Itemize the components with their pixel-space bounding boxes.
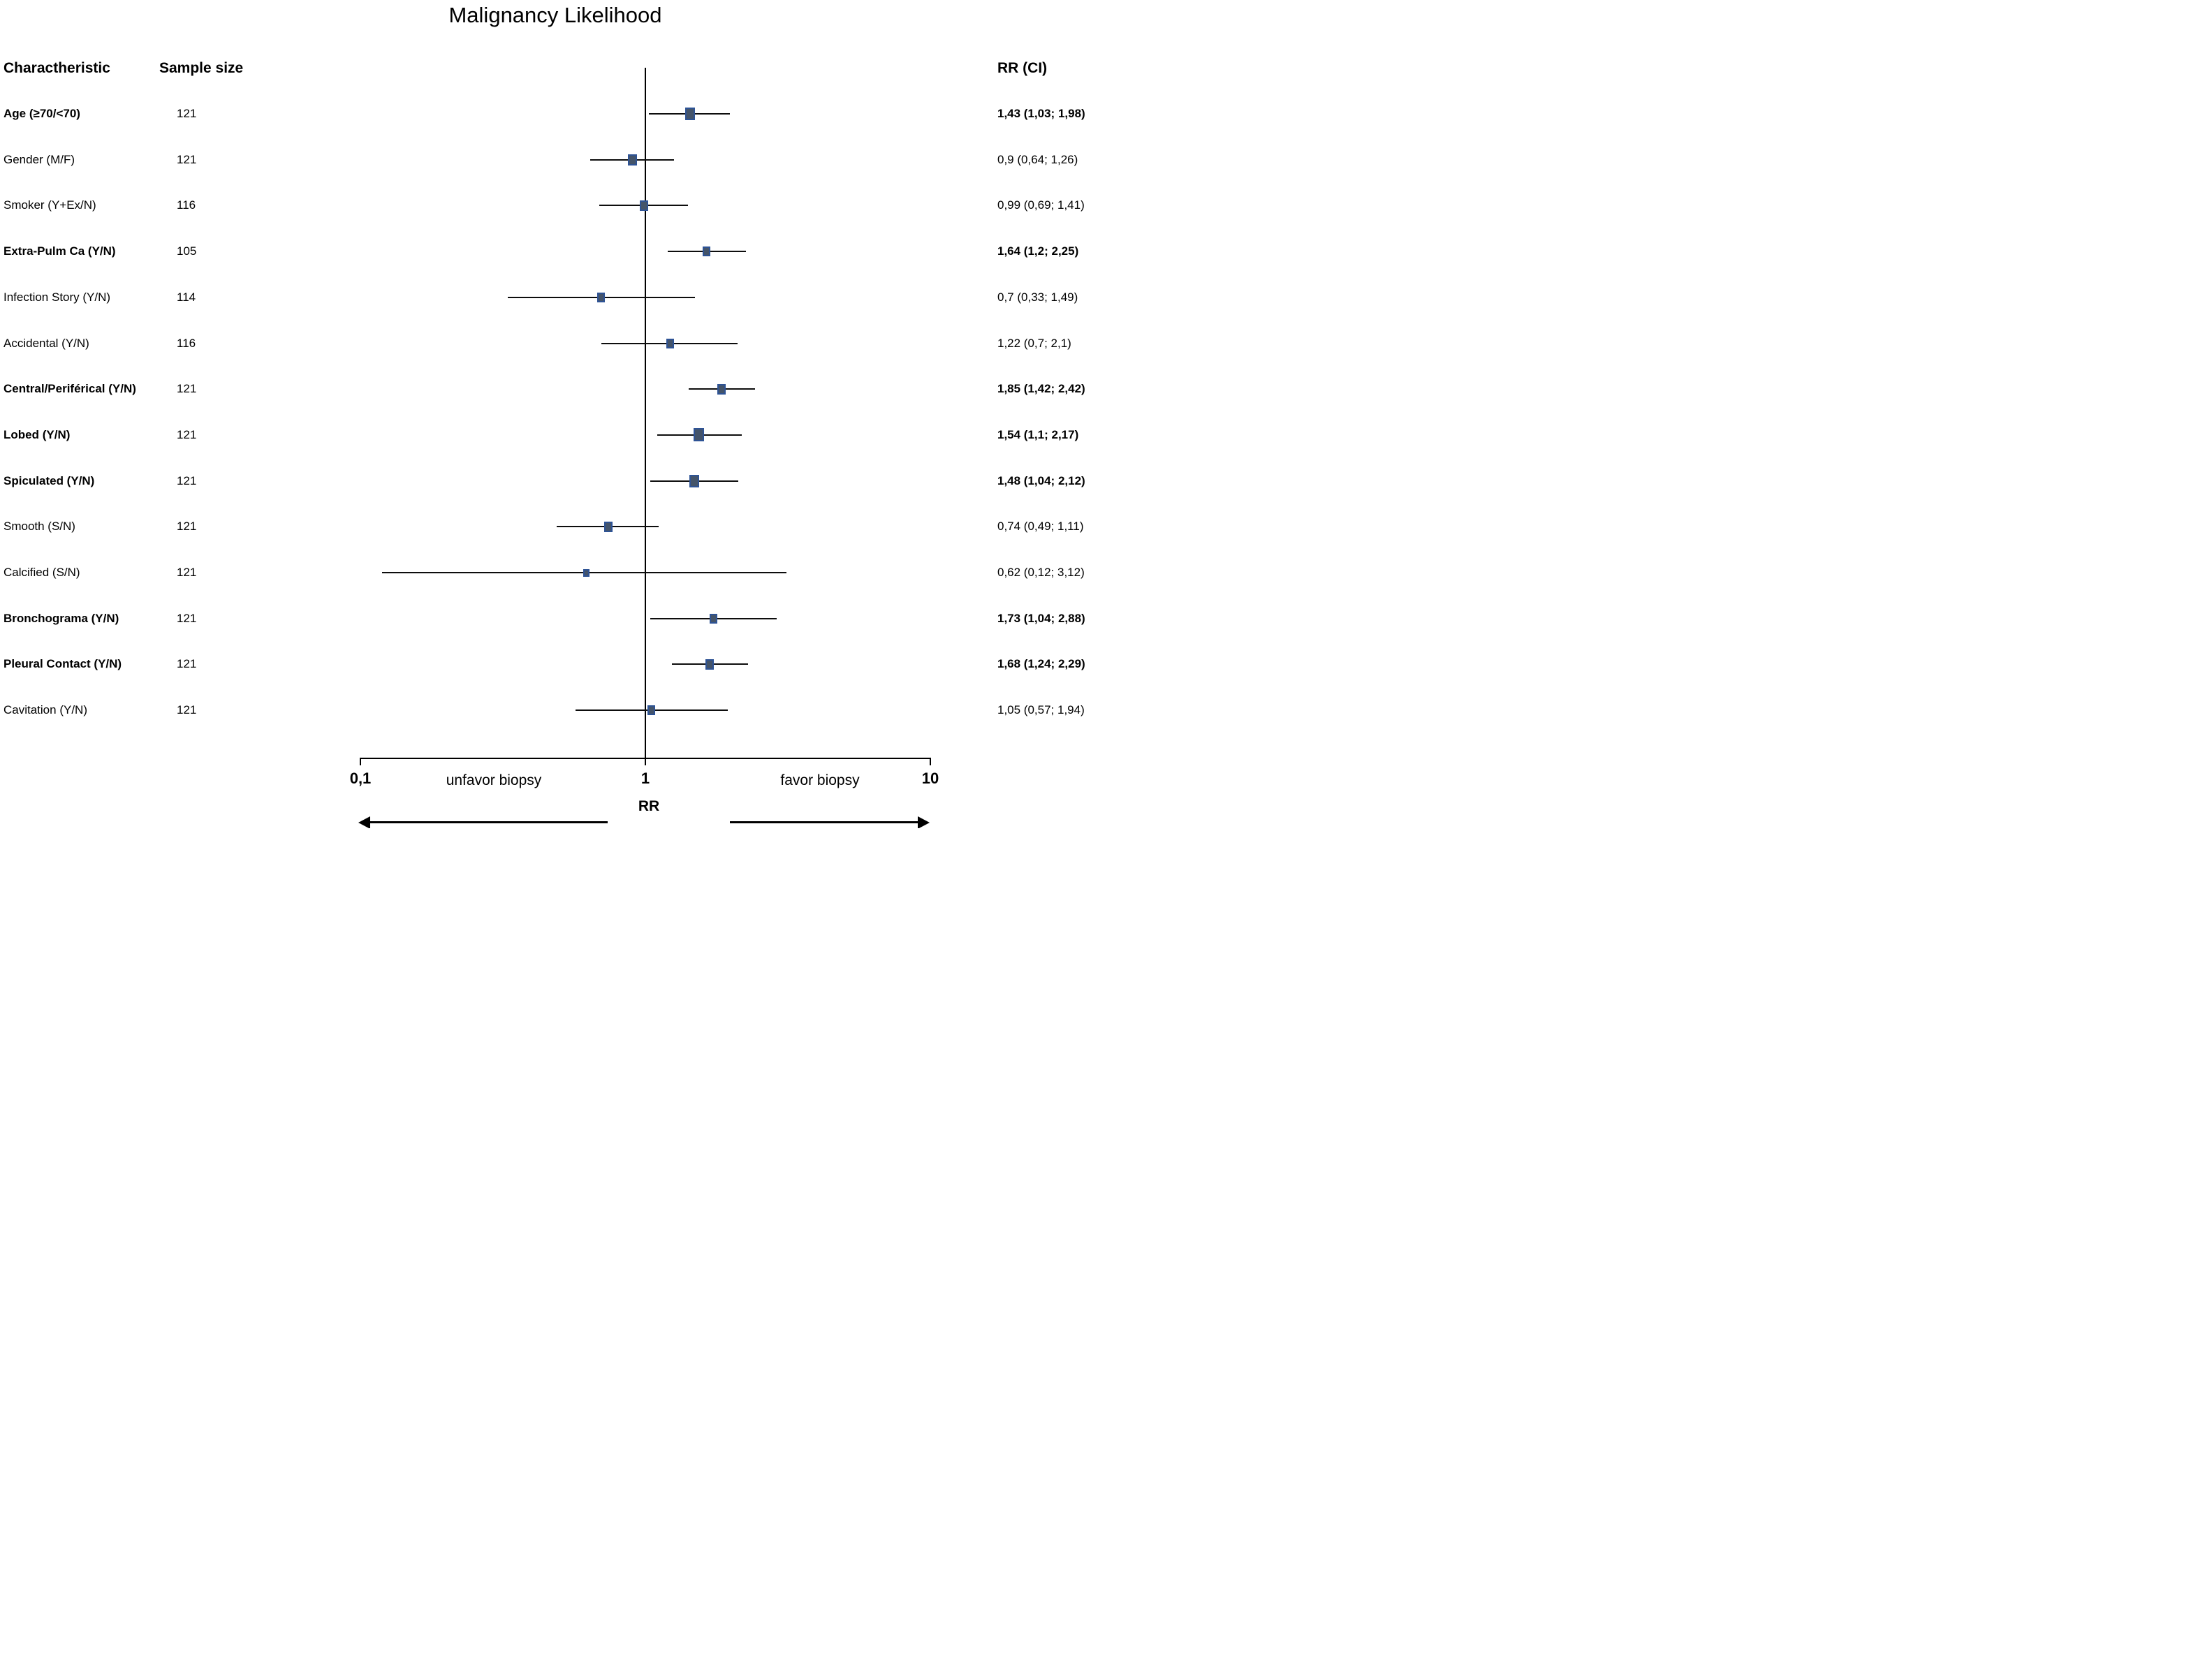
row-sample-size: 105 (177, 244, 197, 258)
row-sample-size: 121 (177, 107, 197, 120)
row-sample-size: 116 (177, 336, 196, 350)
rr-point-marker (627, 154, 637, 166)
row-sample-size: 121 (177, 427, 197, 441)
column-header-sample-size: Sample size (159, 60, 244, 76)
chart-title: Malignancy Likelihood (448, 3, 662, 27)
left-arrow-line (369, 821, 608, 823)
row-label-characteristic: Smoker (Y+Ex/N) (3, 198, 96, 212)
row-rr-ci-value: 1,22 (0,7; 2,1) (997, 336, 1071, 350)
rr-point-marker (603, 521, 613, 532)
row-rr-ci-value: 1,68 (1,24; 2,29) (997, 657, 1085, 671)
row-label-characteristic: Age (≥70/<70) (3, 107, 80, 120)
row-sample-size: 121 (177, 152, 197, 166)
row-label-characteristic: Calcified (S/N) (3, 566, 80, 579)
x-axis-line (360, 758, 931, 759)
row-label-characteristic: Gender (M/F) (3, 152, 75, 166)
row-label-characteristic: Cavitation (Y/N) (3, 703, 87, 717)
rr-point-marker (694, 428, 705, 442)
x-axis-tick-label-min: 0,1 (349, 770, 372, 787)
row-label-characteristic: Bronchograma (Y/N) (3, 611, 119, 625)
row-rr-ci-value: 0,62 (0,12; 3,12) (997, 566, 1085, 579)
row-rr-ci-value: 1,73 (1,04; 2,88) (997, 611, 1085, 625)
row-label-characteristic: Smooth (S/N) (3, 520, 75, 534)
rr-point-marker (597, 292, 606, 302)
row-sample-size: 121 (177, 611, 197, 625)
row-rr-ci-value: 1,85 (1,42; 2,42) (997, 382, 1085, 396)
rr-point-marker (666, 338, 674, 348)
row-label-characteristic: Extra-Pulm Ca (Y/N) (3, 244, 116, 258)
row-rr-ci-value: 1,54 (1,1; 2,17) (997, 427, 1079, 441)
row-sample-size: 121 (177, 657, 197, 671)
row-label-characteristic: Central/Periférical (Y/N) (3, 382, 136, 396)
x-axis-tick-label-max: 10 (921, 770, 939, 787)
x-axis-title: RR (638, 798, 660, 814)
row-label-characteristic: Infection Story (Y/N) (3, 290, 111, 304)
row-label-characteristic: Spiculated (Y/N) (3, 473, 95, 487)
row-rr-ci-value: 1,48 (1,04; 2,12) (997, 473, 1085, 487)
row-sample-size: 121 (177, 520, 197, 534)
row-rr-ci-value: 1,64 (1,2; 2,25) (997, 244, 1079, 258)
x-axis-tick-min (360, 758, 361, 765)
row-rr-ci-value: 0,99 (0,69; 1,41) (997, 198, 1085, 212)
column-header-characteristic: Charactheristic (3, 60, 110, 76)
rr-point-marker (647, 705, 656, 716)
rr-point-marker (689, 474, 699, 487)
row-sample-size: 121 (177, 703, 197, 717)
row-sample-size: 121 (177, 566, 197, 579)
row-label-characteristic: Lobed (Y/N) (3, 427, 71, 441)
rr-point-marker (717, 383, 726, 395)
row-rr-ci-value: 1,43 (1,03; 1,98) (997, 107, 1085, 120)
right-arrow-line (730, 821, 919, 823)
row-rr-ci-value: 1,05 (0,57; 1,94) (997, 703, 1085, 717)
axis-direction-left-label: unfavor biopsy (446, 772, 542, 788)
row-sample-size: 116 (177, 198, 196, 212)
rr-point-marker (640, 200, 649, 211)
x-axis-tick-max (930, 758, 931, 765)
rr-point-marker (705, 659, 715, 670)
left-arrow-head-icon (358, 816, 370, 828)
reference-line-rr-1 (645, 68, 646, 765)
column-header-rr-ci: RR (CI) (997, 60, 1048, 76)
row-rr-ci-value: 0,74 (0,49; 1,11) (997, 520, 1084, 534)
x-axis-tick-label-center: 1 (640, 770, 650, 787)
rr-point-marker (583, 568, 589, 577)
row-sample-size: 121 (177, 473, 197, 487)
row-sample-size: 121 (177, 382, 197, 396)
right-arrow-head-icon (918, 816, 930, 828)
row-rr-ci-value: 0,9 (0,64; 1,26) (997, 152, 1078, 166)
row-rr-ci-value: 0,7 (0,33; 1,49) (997, 290, 1078, 304)
rr-point-marker (709, 613, 717, 624)
row-sample-size: 114 (177, 290, 196, 304)
axis-direction-right-label: favor biopsy (780, 772, 860, 788)
rr-point-marker (684, 108, 695, 120)
row-label-characteristic: Pleural Contact (Y/N) (3, 657, 122, 671)
rr-point-marker (703, 247, 711, 257)
row-label-characteristic: Accidental (Y/N) (3, 336, 89, 350)
forest-plot-figure: Malignancy Likelihood Charactheristic Sa… (0, 0, 1106, 828)
